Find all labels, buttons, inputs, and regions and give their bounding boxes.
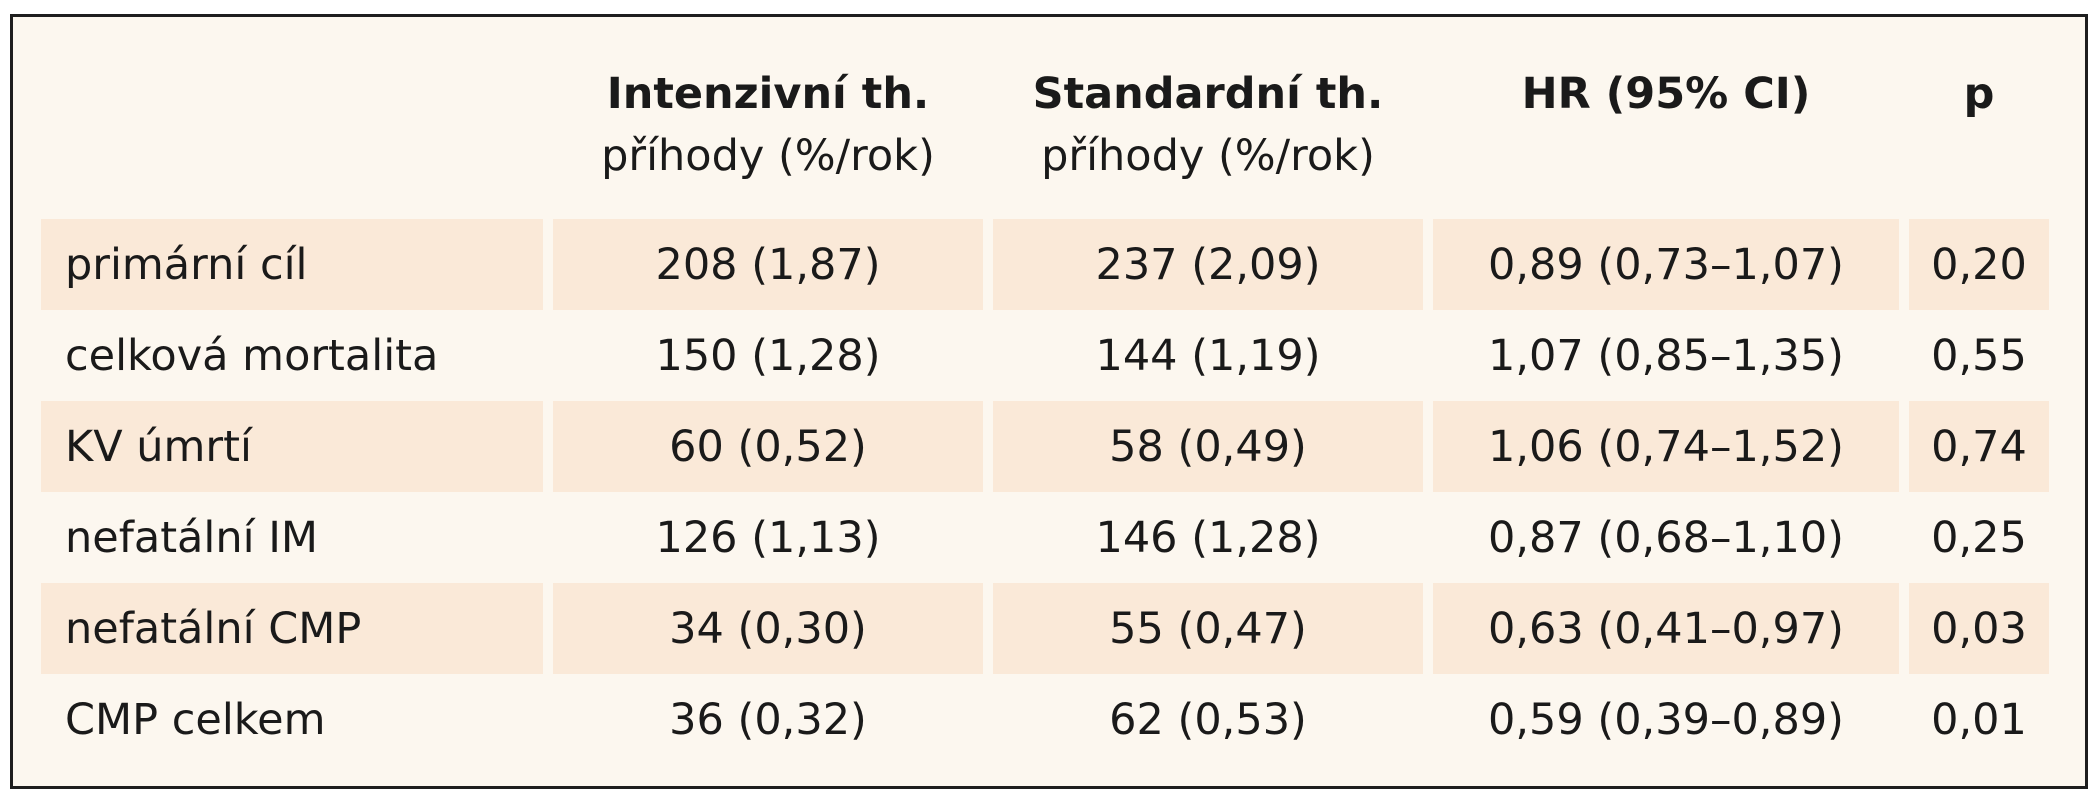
table-row: CMP celkem 36 (0,32) 62 (0,53) 0,59 (0,3… (41, 674, 2049, 765)
cell-standard: 55 (0,47) (993, 583, 1423, 674)
row-label: nefatální IM (65, 512, 319, 563)
header-hr-title: HR (95% CI) (1521, 69, 1811, 119)
cell-p: 0,74 (1909, 401, 2049, 492)
header-row: Intenzivní th. příhody (%/rok) Standardn… (41, 45, 2049, 219)
header-standard-subtitle: příhody (%/rok) (1041, 131, 1375, 181)
cell-hr: 0,87 (0,68–1,10) (1488, 512, 1844, 563)
cell-intensive: 60 (0,52) (553, 401, 983, 492)
cell-intensive: 126 (1,13) (655, 512, 881, 563)
cell-hr: 0,89 (0,73–1,07) (1433, 219, 1899, 310)
table-row: nefatální CMP 34 (0,30) 55 (0,47) 0,63 (… (41, 583, 2049, 674)
row-label: primární cíl (41, 219, 543, 310)
header-intensive-subtitle: příhody (%/rok) (601, 131, 935, 181)
header-intensive-title: Intenzivní th. (606, 69, 930, 119)
header-hr: HR (95% CI) (1433, 45, 1899, 219)
cell-standard: 58 (0,49) (993, 401, 1423, 492)
cell-hr: 0,63 (0,41–0,97) (1433, 583, 1899, 674)
cell-standard: 62 (0,53) (1109, 694, 1307, 745)
table-row: primární cíl 208 (1,87) 237 (2,09) 0,89 … (41, 219, 2049, 310)
cell-standard: 237 (2,09) (993, 219, 1423, 310)
cell-hr: 1,07 (0,85–1,35) (1488, 330, 1844, 381)
row-label: KV úmrtí (41, 401, 543, 492)
header-empty-cell (41, 45, 543, 219)
row-label: nefatální CMP (41, 583, 543, 674)
table-row: nefatální IM 126 (1,13) 146 (1,28) 0,87 … (41, 492, 2049, 583)
table-row: celková mortalita 150 (1,28) 144 (1,19) … (41, 310, 2049, 401)
cell-standard: 144 (1,19) (1095, 330, 1321, 381)
header-standard-title: Standardní th. (1032, 69, 1384, 119)
row-label: celková mortalita (65, 330, 439, 381)
cell-p: 0,01 (1931, 694, 2027, 745)
results-table: Intenzivní th. příhody (%/rok) Standardn… (31, 45, 2059, 765)
cell-intensive: 36 (0,32) (669, 694, 867, 745)
cell-p: 0,55 (1931, 330, 2027, 381)
cell-p: 0,20 (1909, 219, 2049, 310)
cell-standard: 146 (1,28) (1095, 512, 1321, 563)
cell-hr: 1,06 (0,74–1,52) (1433, 401, 1899, 492)
table-row: KV úmrtí 60 (0,52) 58 (0,49) 1,06 (0,74–… (41, 401, 2049, 492)
cell-hr: 0,59 (0,39–0,89) (1488, 694, 1844, 745)
cell-p: 0,25 (1931, 512, 2027, 563)
cell-intensive: 34 (0,30) (553, 583, 983, 674)
header-p: p (1909, 45, 2049, 219)
header-p-title: p (1963, 69, 1995, 119)
cell-intensive: 150 (1,28) (655, 330, 881, 381)
table-frame: Intenzivní th. příhody (%/rok) Standardn… (10, 14, 2088, 789)
cell-p: 0,03 (1909, 583, 2049, 674)
header-standard: Standardní th. příhody (%/rok) (993, 45, 1423, 219)
row-label: CMP celkem (65, 694, 326, 745)
cell-intensive: 208 (1,87) (553, 219, 983, 310)
header-intensive: Intenzivní th. příhody (%/rok) (553, 45, 983, 219)
